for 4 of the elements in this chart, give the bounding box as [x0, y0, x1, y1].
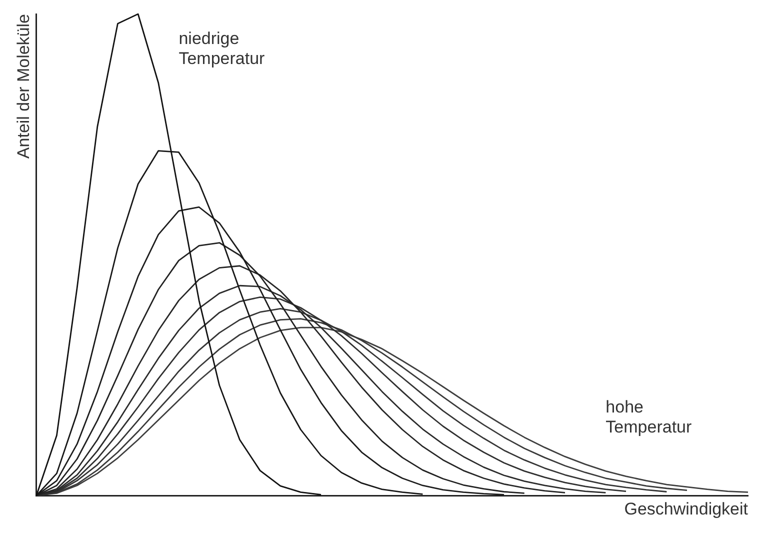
y-axis-title: Anteil der Moleküle [14, 14, 33, 159]
x-axis-title: Geschwindigkeit [624, 499, 748, 518]
annotation: hohe Temperatur [606, 397, 692, 436]
annotation: niedrige Temperatur [178, 29, 266, 68]
